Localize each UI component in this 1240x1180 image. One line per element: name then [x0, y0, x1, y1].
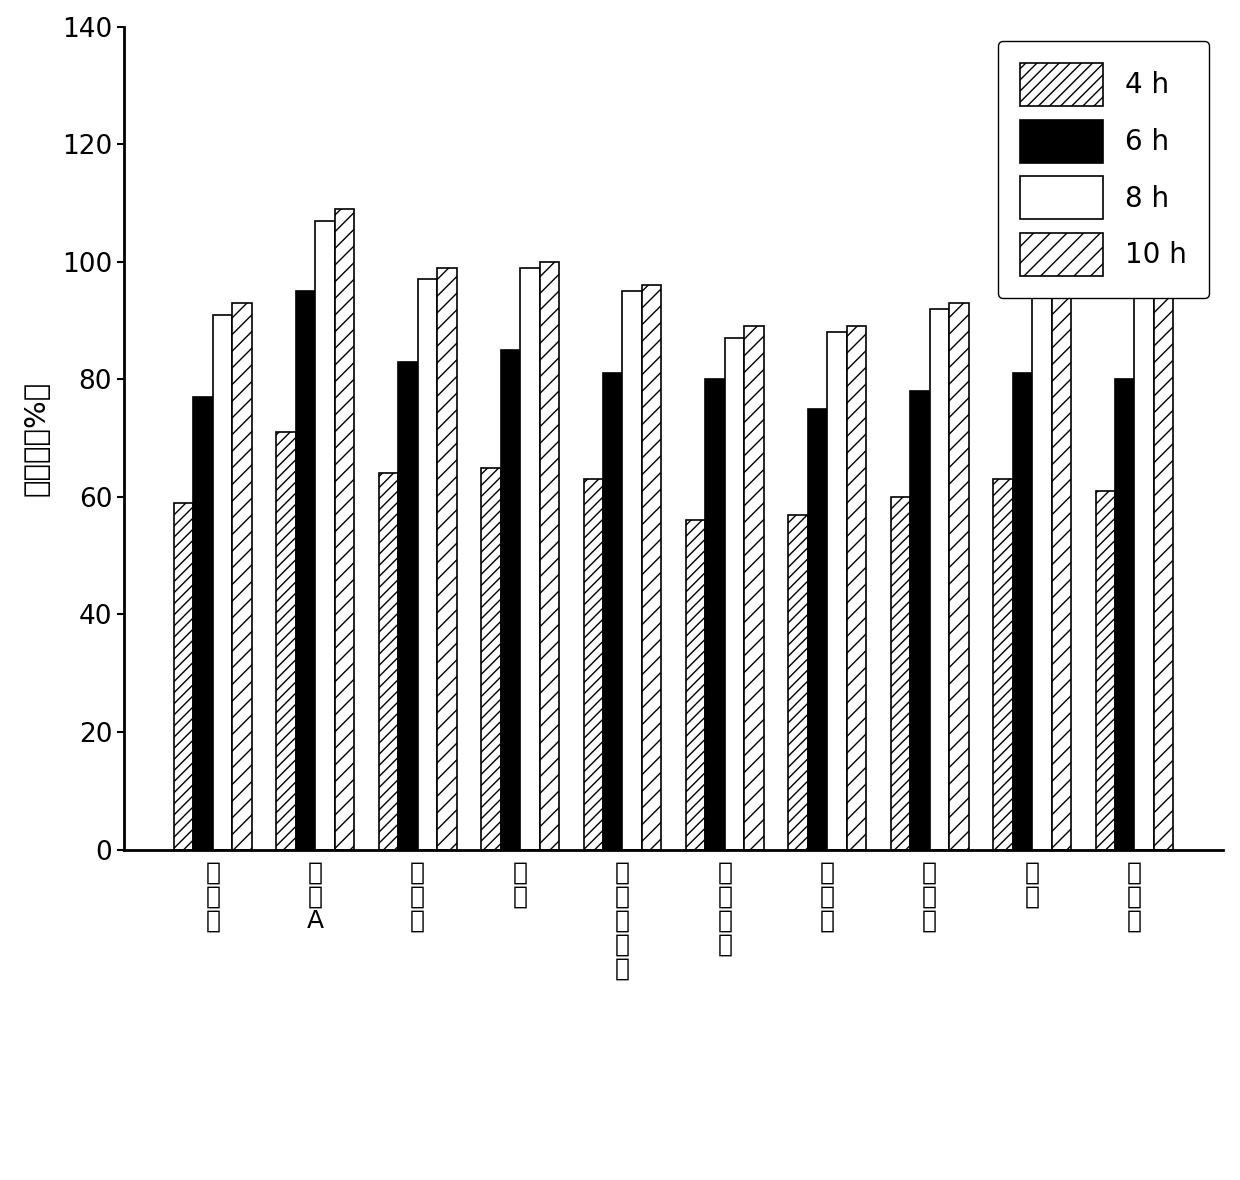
Bar	[807, 408, 827, 850]
Bar	[827, 333, 847, 850]
Legend: 4 h, 6 h, 8 h, 10 h: 4 h, 6 h, 8 h, 10 h	[997, 40, 1209, 299]
Bar	[1032, 286, 1052, 850]
Bar	[622, 291, 642, 850]
Bar	[744, 327, 764, 850]
Bar	[949, 303, 968, 850]
Bar	[501, 350, 520, 850]
Bar	[277, 432, 296, 850]
Bar	[232, 303, 252, 850]
Bar	[993, 479, 1013, 850]
Bar	[890, 497, 910, 850]
Bar	[418, 280, 438, 850]
Bar	[315, 221, 335, 850]
Y-axis label: 回收率（%）: 回收率（%）	[22, 380, 51, 496]
Bar	[193, 396, 213, 850]
Bar	[1135, 297, 1154, 850]
Bar	[725, 339, 744, 850]
Bar	[584, 479, 603, 850]
Bar	[378, 473, 398, 850]
Bar	[686, 520, 706, 850]
Bar	[1052, 286, 1071, 850]
Bar	[603, 374, 622, 850]
Bar	[335, 209, 355, 850]
Bar	[706, 379, 725, 850]
Bar	[910, 391, 930, 850]
Bar	[296, 291, 315, 850]
Bar	[642, 286, 661, 850]
Bar	[789, 514, 807, 850]
Bar	[1115, 379, 1135, 850]
Bar	[1096, 491, 1115, 850]
Bar	[539, 262, 559, 850]
Bar	[930, 309, 949, 850]
Bar	[438, 268, 456, 850]
Bar	[1154, 280, 1173, 850]
Bar	[174, 503, 193, 850]
Bar	[398, 362, 418, 850]
Bar	[213, 315, 232, 850]
Bar	[1013, 374, 1032, 850]
Bar	[847, 327, 867, 850]
Bar	[520, 268, 539, 850]
Bar	[481, 467, 501, 850]
